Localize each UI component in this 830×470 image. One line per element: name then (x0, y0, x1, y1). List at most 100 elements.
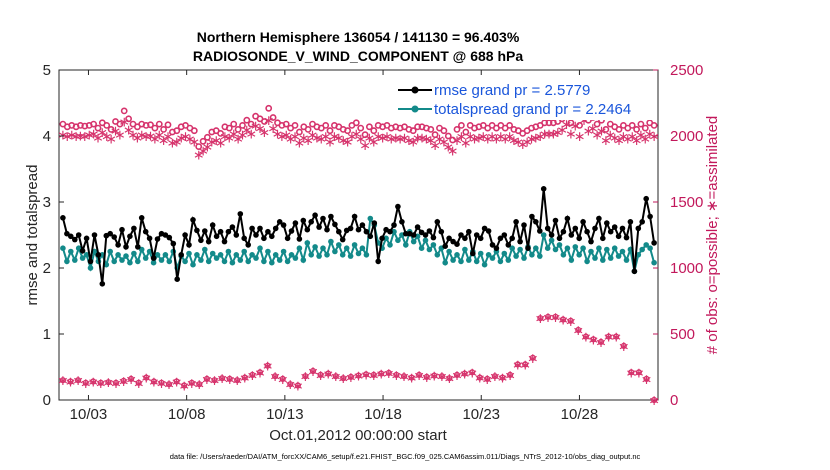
obs-assimilated-point: ∗ (123, 122, 135, 138)
rmse-point (477, 235, 484, 242)
obs-assimilated-point: ∗ (254, 121, 266, 137)
obs-low-possible-point (363, 371, 370, 378)
obs-low-possible-point (143, 374, 150, 381)
obs-low-assimilated-point: ∗ (413, 368, 425, 384)
spread-point (513, 253, 519, 259)
obs-assimilated-point: ∗ (517, 137, 529, 153)
spread-point (481, 261, 488, 268)
y-left-tick-label: 5 (43, 62, 51, 79)
obs-low-assimilated-point: ∗ (610, 330, 622, 346)
spread-point (548, 237, 555, 244)
rmse-point (560, 228, 567, 235)
spread-point (198, 257, 204, 263)
obs-possible-point (239, 122, 246, 129)
obs-possible-point (103, 122, 111, 129)
rmse-point (604, 220, 610, 226)
obs-assimilated-point: ∗ (105, 132, 117, 148)
obs-low-assimilated-point: ∗ (580, 330, 592, 346)
rmse-point (466, 228, 472, 235)
spread-point (328, 238, 334, 245)
spread-point (619, 248, 626, 255)
obs-low-assimilated-point: ∗ (527, 351, 539, 367)
spread-point (391, 228, 397, 235)
rmse-point (146, 235, 153, 242)
spread-point (485, 252, 492, 258)
rmse-point (178, 252, 184, 258)
obs-assimilated-point: ∗ (377, 130, 389, 146)
obs-low-possible-point (211, 377, 218, 384)
obs-possible-point (576, 122, 583, 129)
obs-assimilated-point: ∗ (552, 125, 564, 141)
spread-point (604, 246, 610, 253)
rmse-point (414, 224, 421, 230)
rmse-point (170, 240, 177, 247)
spread-point (296, 245, 303, 251)
obs-low-possible-point (158, 379, 165, 386)
obs-low-possible-point (393, 371, 400, 379)
obs-assimilated-point: ∗ (504, 129, 516, 145)
spread-point (229, 259, 236, 266)
obs-assimilated-point: ∗ (140, 129, 152, 145)
obs-possible-point (361, 131, 369, 139)
spread-point (284, 258, 291, 265)
spread-point (225, 248, 232, 255)
obs-assimilated-point: ∗ (184, 132, 196, 148)
rmse-point (288, 228, 295, 234)
obs-possible-point (291, 122, 299, 129)
obs-assimilated-point: ∗ (210, 133, 222, 149)
obs-assimilated-point: ∗ (539, 126, 551, 142)
obs-low-possible-point (484, 375, 491, 383)
obs-low-possible-point (165, 381, 173, 388)
spread-point (288, 252, 295, 258)
obs-low-assimilated-point: ∗ (95, 376, 107, 392)
spread-point (418, 245, 425, 251)
obs-low-possible-point (529, 354, 536, 361)
obs-low-assimilated-point: ∗ (103, 375, 115, 391)
rmse-point (241, 235, 247, 242)
legend: rmse grand pr = 2.5779 totalspread grand… (392, 78, 656, 120)
obs-low-assimilated-point: ∗ (224, 372, 236, 388)
obs-possible-point (352, 119, 360, 127)
obs-assimilated-point: ∗ (289, 129, 301, 145)
rmse-point (540, 186, 547, 192)
rmse-point (300, 217, 307, 224)
obs-low-possible-point (461, 370, 468, 377)
rmse-point (154, 236, 161, 242)
rmse-point (91, 232, 98, 238)
obs-possible-point (326, 127, 334, 135)
spread-point (422, 237, 429, 244)
spread-point (588, 248, 594, 255)
obs-assimilated-point: ∗ (469, 132, 481, 148)
rmse-point (131, 225, 137, 232)
obs-assimilated-point: ∗ (337, 133, 349, 149)
obs-possible-point (120, 107, 128, 115)
obs-low-assimilated-point: ∗ (125, 372, 137, 388)
obs-low-possible-point (120, 377, 127, 385)
obs-assimilated-point: ∗ (508, 133, 520, 149)
rmse-point (339, 236, 346, 243)
spread-point (308, 252, 315, 258)
obs-assimilated-point: ∗ (267, 121, 279, 137)
spread-point (383, 235, 389, 242)
rmse-point (489, 242, 496, 248)
rmse-point (363, 228, 370, 235)
obs-low-possible-point (544, 313, 552, 320)
rmse-point (347, 225, 354, 232)
obs-low-possible-point (264, 362, 271, 369)
obs-assimilated-point: ∗ (556, 122, 568, 138)
obs-assimilated-point: ∗ (101, 129, 113, 145)
obs-possible-point (195, 143, 203, 150)
spread-point (166, 258, 173, 265)
rmse-point (627, 219, 634, 225)
axis-ticks: 10/03 10/08 10/13 10/18 10/23 10/28 0 1 2 3 4 5 0 500… (43, 62, 704, 423)
obs-possible-point (234, 125, 242, 133)
spread-point (462, 246, 468, 253)
y-left-tick-label: 0 (43, 392, 51, 409)
rmse-point (592, 225, 598, 232)
obs-assimilated-point: ∗ (272, 126, 284, 142)
obs-assimilated-point: ∗ (350, 126, 362, 142)
obs-low-assimilated-point: ∗ (345, 370, 357, 386)
obs-possible-point (444, 132, 452, 140)
rmse-point (635, 225, 642, 232)
rmse-point (166, 234, 173, 241)
